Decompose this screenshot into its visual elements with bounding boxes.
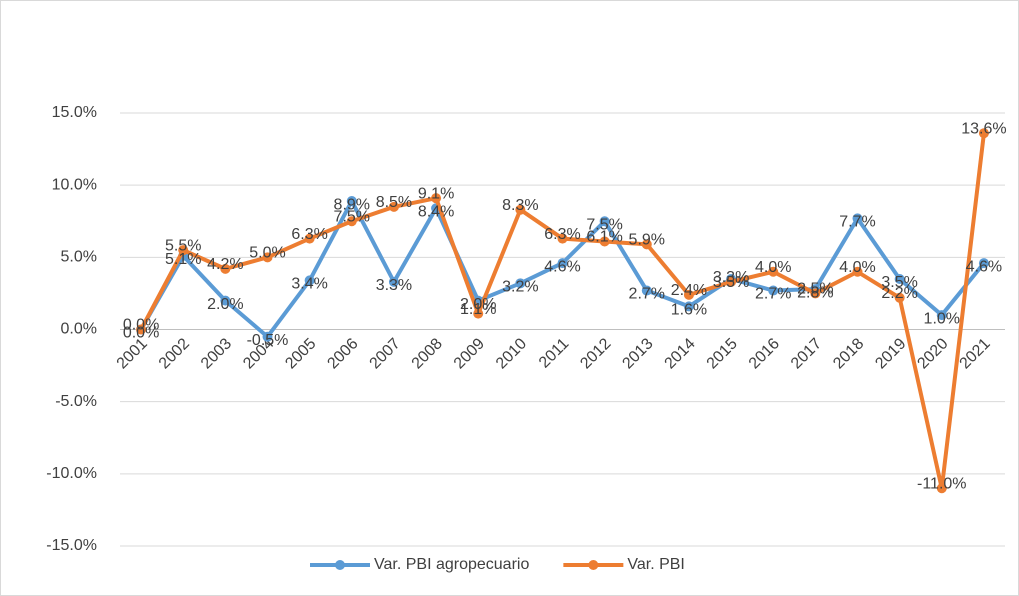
data-point xyxy=(515,204,526,215)
data-label: 2.2% xyxy=(881,285,917,302)
data-label: 3.5% xyxy=(881,274,917,291)
data-point xyxy=(136,324,147,335)
data-label: 6.3% xyxy=(544,226,580,243)
data-label: 13.6% xyxy=(961,120,1006,137)
data-label: 8.5% xyxy=(376,194,412,211)
data-label: 9.1% xyxy=(418,185,454,202)
data-point xyxy=(683,301,694,312)
data-point xyxy=(515,278,526,289)
data-point xyxy=(978,258,989,269)
data-label: 2.5% xyxy=(797,281,833,298)
data-point xyxy=(346,216,357,227)
data-point xyxy=(641,285,652,296)
y-tick-label: -15.0% xyxy=(46,537,97,554)
legend-label: Var. PBI xyxy=(627,556,685,573)
data-label: 8.3% xyxy=(502,197,538,214)
data-label: 2.8% xyxy=(797,284,833,301)
data-point xyxy=(599,216,610,227)
y-tick-label: -10.0% xyxy=(46,465,97,482)
data-point xyxy=(557,258,568,269)
data-point xyxy=(936,310,947,321)
data-point xyxy=(557,233,568,244)
data-point xyxy=(936,483,947,494)
data-label: 8.9% xyxy=(334,196,370,213)
data-label: 7.5% xyxy=(334,208,370,225)
data-label: 5.1% xyxy=(165,251,201,268)
data-label: 5.0% xyxy=(249,245,285,262)
data-label: 4.0% xyxy=(755,259,791,276)
data-point xyxy=(473,308,484,319)
data-point xyxy=(894,273,905,284)
y-tick-label: 10.0% xyxy=(52,176,97,193)
data-point xyxy=(388,276,399,287)
data-label: 6.3% xyxy=(291,226,327,243)
data-point xyxy=(388,201,399,212)
data-point xyxy=(178,245,189,256)
data-label: 8.4% xyxy=(418,203,454,220)
data-label: 4.6% xyxy=(966,258,1002,275)
data-point xyxy=(220,295,231,306)
data-point xyxy=(304,275,315,286)
data-label: 4.2% xyxy=(207,256,243,273)
data-label: 3.2% xyxy=(502,279,538,296)
data-point xyxy=(852,213,863,224)
data-point xyxy=(599,236,610,247)
data-label: 1.1% xyxy=(460,301,496,318)
data-label: 5.5% xyxy=(165,237,201,254)
legend-marker xyxy=(588,560,599,570)
data-label: 2.0% xyxy=(460,296,496,313)
legend-label: Var. PBI agropecuario xyxy=(374,556,529,573)
data-point xyxy=(220,263,231,274)
data-label: 1.6% xyxy=(671,302,707,319)
y-tick-label: 15.0% xyxy=(52,104,97,121)
data-label: 4.6% xyxy=(544,258,580,275)
data-point xyxy=(262,252,273,263)
data-label: 7.7% xyxy=(839,214,875,231)
data-point xyxy=(346,196,357,207)
data-label: 3.5% xyxy=(713,274,749,291)
data-point xyxy=(810,288,821,299)
data-label: 0.0% xyxy=(123,325,159,342)
data-label: 5.9% xyxy=(629,232,665,249)
data-point xyxy=(978,128,989,139)
data-label: 2.4% xyxy=(671,282,707,299)
y-tick-label: -5.0% xyxy=(55,393,97,410)
data-point xyxy=(304,233,315,244)
data-label: -0.5% xyxy=(247,332,289,349)
data-point xyxy=(726,276,737,287)
data-label: 2.7% xyxy=(629,286,665,303)
data-point xyxy=(641,239,652,250)
data-label: 3.3% xyxy=(713,269,749,286)
data-point xyxy=(262,331,273,342)
data-point xyxy=(894,292,905,303)
data-label: 3.3% xyxy=(376,277,412,294)
data-label: 0.0% xyxy=(123,317,159,334)
data-label: -11.0% xyxy=(917,475,967,492)
data-point xyxy=(768,285,779,296)
legend-marker xyxy=(335,560,345,570)
y-tick-label: 5.0% xyxy=(61,249,97,266)
data-label: 7.5% xyxy=(586,216,622,233)
data-point xyxy=(768,266,779,277)
data-point xyxy=(852,266,863,277)
data-label: 2.7% xyxy=(755,286,791,303)
data-point xyxy=(683,289,694,300)
data-label: 3.4% xyxy=(291,276,327,293)
data-label: 6.1% xyxy=(586,229,622,246)
data-label: 1.0% xyxy=(924,310,960,327)
data-label: 2.0% xyxy=(207,296,243,313)
data-point xyxy=(431,193,442,204)
y-tick-label: 0.0% xyxy=(61,321,97,338)
data-label: 4.0% xyxy=(839,259,875,276)
legend: Var. PBI agropecuario Var. PBI xyxy=(310,556,685,573)
